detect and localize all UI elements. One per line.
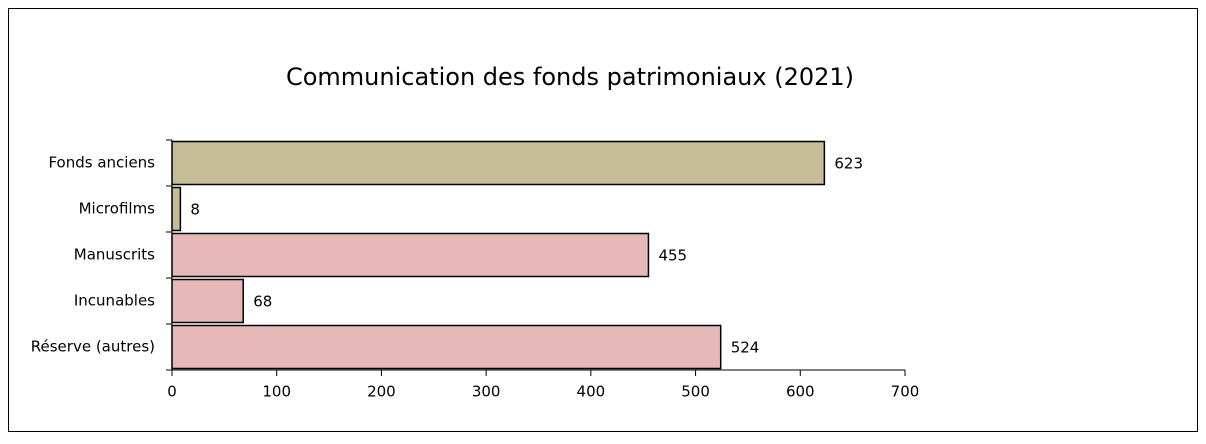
x-tick-label: 600	[786, 383, 815, 401]
x-tick-label: 500	[681, 383, 710, 401]
x-tick-label: 100	[262, 383, 291, 401]
x-tick-label: 300	[472, 383, 501, 401]
value-label: 68	[253, 293, 272, 311]
value-label: 623	[834, 155, 863, 173]
y-tick-label: Microfilms	[79, 200, 156, 218]
x-tick-label: 700	[891, 383, 920, 401]
bar	[171, 140, 826, 186]
value-label: 524	[731, 339, 760, 357]
bar	[171, 324, 722, 370]
y-tick-label: Fonds anciens	[48, 154, 155, 172]
y-tick-label: Manuscrits	[74, 246, 155, 264]
bar	[171, 278, 244, 324]
x-tick-label: 200	[367, 383, 396, 401]
value-label: 455	[658, 247, 687, 265]
chart-title: Communication des fonds patrimoniaux (20…	[286, 63, 854, 91]
x-tick-label: 0	[167, 383, 177, 401]
bar	[171, 232, 650, 278]
y-tick-label: Incunables	[74, 292, 155, 310]
value-label: 8	[190, 201, 200, 219]
bar	[171, 186, 182, 232]
x-tick-label: 400	[577, 383, 606, 401]
y-tick-label: Réserve (autres)	[31, 338, 155, 356]
